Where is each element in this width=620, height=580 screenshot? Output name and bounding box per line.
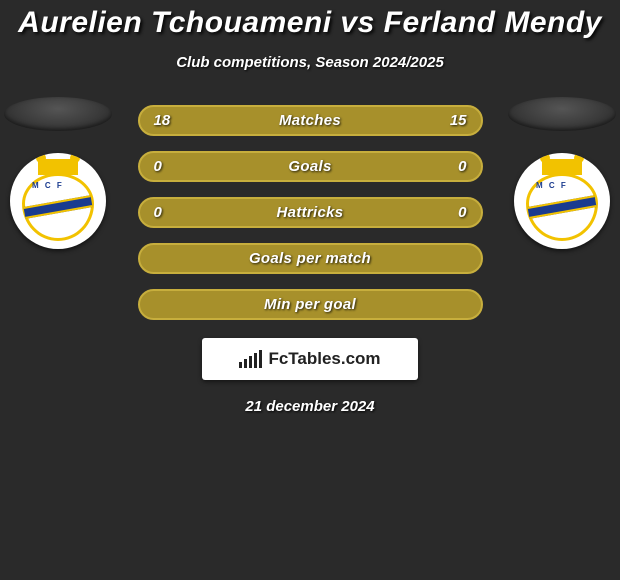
stat-right-value: 0 — [458, 158, 466, 175]
page-title: Aurelien Tchouameni vs Ferland Mendy — [0, 6, 620, 40]
stat-row: 0 Hattricks 0 — [138, 197, 483, 228]
comparison-card: Aurelien Tchouameni vs Ferland Mendy Clu… — [0, 0, 620, 415]
player-right-crest: M C F — [514, 153, 610, 249]
comparison-main: M C F 18 Matches 15 0 Goals 0 0 Hattricks 0 Goals… — [0, 105, 620, 320]
stat-label: Matches — [279, 112, 341, 129]
stat-right-value: 15 — [450, 112, 467, 129]
stat-row: 18 Matches 15 — [138, 105, 483, 136]
player-left: M C F — [4, 97, 112, 249]
player-right: M C F — [508, 97, 616, 249]
date: 21 december 2024 — [0, 398, 620, 415]
stat-left-value: 0 — [154, 204, 162, 221]
stat-row: 0 Goals 0 — [138, 151, 483, 182]
footer-brand-text: FcTables.com — [268, 349, 380, 369]
stat-left-value: 18 — [154, 112, 171, 129]
stat-row: Goals per match — [138, 243, 483, 274]
player-left-silhouette — [4, 97, 112, 131]
stat-label: Goals per match — [249, 250, 371, 267]
chart-icon — [239, 350, 262, 368]
player-left-crest: M C F — [10, 153, 106, 249]
stat-label: Goals — [288, 158, 331, 175]
subtitle: Club competitions, Season 2024/2025 — [0, 54, 620, 71]
stat-row: Min per goal — [138, 289, 483, 320]
stat-left-value: 0 — [154, 158, 162, 175]
stat-rows: 18 Matches 15 0 Goals 0 0 Hattricks 0 Goals per m… — [138, 105, 483, 320]
footer-logo: FcTables.com — [202, 338, 418, 380]
stat-label: Min per goal — [264, 296, 356, 313]
player-right-silhouette — [508, 97, 616, 131]
stat-right-value: 0 — [458, 204, 466, 221]
stat-label: Hattricks — [277, 204, 344, 221]
